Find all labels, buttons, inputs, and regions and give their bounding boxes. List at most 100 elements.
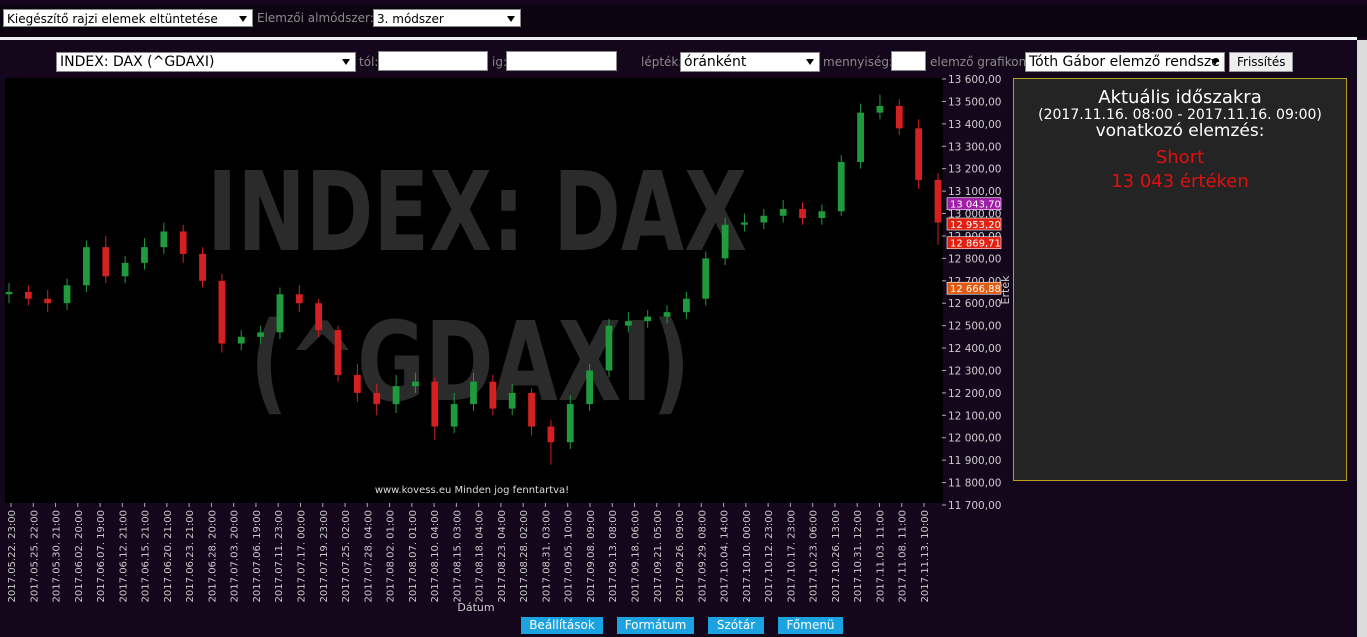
scale-label: lépték: (641, 55, 683, 69)
candle-body (334, 330, 342, 375)
candle-body (160, 231, 168, 248)
x-tick-label: 2017.07.28. 04:00 (363, 510, 374, 602)
candle-body (779, 209, 787, 216)
y-tick-label: 12 600,00 (948, 298, 1001, 310)
panel-title: Aktuális időszakra (1098, 87, 1262, 108)
candle-body (566, 404, 574, 443)
chart: INDEX: DAX (^GDAXI) www.kovess.eu Minden… (5, 74, 1010, 612)
x-tick-label: 2017.08.18. 04:00 (475, 510, 486, 602)
candle-body (83, 247, 90, 286)
x-tick-label: 2017.10.04. 14:00 (720, 510, 731, 602)
x-tick-label: 2017.07.03. 20:00 (230, 510, 241, 602)
price-tag-label: 13 043,70 (950, 200, 1001, 211)
y-tick-label: 11 800,00 (948, 478, 1001, 490)
x-tick-label: 2017.08.10. 04:00 (430, 510, 441, 602)
x-tick-label: 2017.10.26. 13:00 (831, 510, 842, 602)
x-tick-label: 2017.11.03. 11:00 (875, 510, 886, 602)
x-tick-label: 2017.08.02. 01:00 (386, 510, 397, 602)
x-tick-label: 2017.07.25. 02:00 (341, 510, 352, 602)
candle-body (44, 298, 52, 304)
x-tick-label: 2017.05.30. 21:00 (52, 510, 63, 602)
x-tick-label: 2017.10.12. 23:00 (764, 510, 775, 602)
candle-body (63, 285, 71, 304)
y-tick-label: 12 800,00 (948, 253, 1001, 265)
y-tick-label: 13 400,00 (948, 119, 1001, 131)
x-tick-label: 2017.06.12. 21:00 (118, 510, 129, 602)
candle-body (528, 392, 535, 427)
x-tick-label: 2017.10.31. 12:00 (853, 510, 864, 602)
to-input[interactable] (506, 51, 617, 71)
candle-body (663, 312, 671, 317)
chart-select[interactable]: Tóth Gábor elemző rendsze (1025, 52, 1225, 72)
format-button[interactable]: Formátum (617, 617, 694, 634)
candle-body (915, 128, 923, 180)
x-tick-label: 2017.11.13. 10:00 (920, 510, 931, 602)
candle-body (315, 303, 323, 331)
display-select[interactable]: Kiegészítő rajzi elemek eltüntetése (3, 9, 253, 27)
scale-select[interactable]: óránként (680, 52, 820, 72)
scrollbar (1357, 40, 1367, 637)
x-tick-label: 2017.07.17. 00:00 (296, 510, 307, 602)
x-tick-label: 2017.05.22. 23:00 (7, 510, 18, 602)
x-tick-label: 2017.08.31. 03:00 (541, 510, 552, 602)
price-tag-label: 12 953,20 (950, 220, 1001, 231)
candle-body (837, 161, 845, 212)
candle-body (450, 404, 458, 427)
dictionary-button[interactable]: Szótár (708, 617, 764, 634)
y-tick-label: 12 200,00 (948, 388, 1001, 400)
x-tick-label: 2017.10.17. 23:00 (786, 510, 797, 602)
y-tick-label: 11 700,00 (948, 500, 1001, 512)
candle-body (218, 280, 226, 344)
candle-body (547, 426, 555, 443)
watermark: (^GDAXI) (250, 298, 690, 426)
price-tag (946, 281, 1002, 295)
x-tick-label: 2017.06.15. 21:00 (141, 510, 152, 602)
footer: Beállítások Formátum Szótár Főmenü (0, 613, 1357, 637)
y-axis-label: Érték (999, 275, 1010, 305)
y-tick-label: 13 100,00 (948, 186, 1001, 198)
x-tick-label: 2017.09.08. 09:00 (586, 510, 597, 602)
y-tick-label: 13 200,00 (948, 164, 1001, 176)
settings-button[interactable]: Beállítások (521, 617, 603, 634)
x-tick-label: 2017.09.29. 08:00 (697, 510, 708, 602)
quantity-input[interactable] (891, 51, 926, 71)
method-select[interactable]: 3. módszer (373, 9, 521, 27)
y-tick-label: 12 000,00 (948, 433, 1001, 445)
candle-body (412, 381, 419, 387)
x-tick-label: 2017.08.07. 01:00 (408, 510, 419, 602)
candle-body (199, 253, 206, 281)
candle-body (392, 386, 400, 405)
price-tag (946, 197, 1002, 211)
candle-body (702, 258, 710, 299)
from-input[interactable] (378, 51, 488, 71)
candle-body (760, 215, 768, 223)
candle-body (102, 247, 110, 277)
candle-body (353, 374, 361, 393)
main-menu-button[interactable]: Főmenü (778, 617, 843, 634)
refresh-button[interactable]: Frissítés (1229, 52, 1294, 72)
x-tick-label: 2017.06.07. 19:00 (96, 510, 107, 602)
candle-body (276, 294, 284, 333)
chart-label: elemző grafikon: (930, 55, 1031, 69)
price-tag-label: 12 666,88 (950, 284, 1001, 295)
x-tick-label: 2017.07.06. 19:00 (252, 510, 263, 602)
candle-body (605, 325, 613, 371)
x-tick-label: 2017.07.19. 23:00 (319, 510, 330, 602)
signal-price: 13 043 értéken (1111, 171, 1249, 193)
copyright: www.kovess.eu Minden jog fenntartva! (375, 485, 569, 496)
candle-body (24, 292, 32, 299)
candle-body (721, 224, 729, 259)
separator (0, 37, 1357, 40)
y-tick-label: 12 300,00 (948, 365, 1001, 377)
x-tick-label: 2017.08.23. 04:00 (497, 510, 508, 602)
x-tick-label: 2017.09.21. 05:00 (653, 510, 664, 602)
x-tick-label: 2017.09.05. 10:00 (564, 510, 575, 602)
y-tick-label: 13 000,00 (948, 209, 1001, 221)
price-tag (946, 236, 1002, 250)
instrument-select[interactable]: INDEX: DAX (^GDAXI) (56, 52, 356, 72)
candle-body (489, 381, 497, 409)
y-tick-label: 12 100,00 (948, 410, 1001, 422)
x-tick-label: 2017.09.18. 06:00 (631, 510, 642, 602)
plot-area (5, 78, 943, 503)
